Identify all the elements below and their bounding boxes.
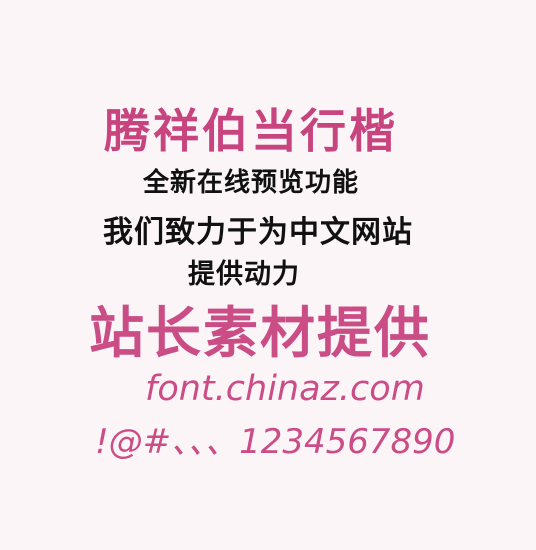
preview-line-3: 提供动力	[188, 259, 300, 290]
sample-characters: !@#、、、1234567890	[95, 422, 456, 462]
preview-line-2: 我们致力于为中文网站	[103, 215, 413, 250]
brand-text: 站长素材提供	[89, 300, 432, 365]
preview-line-1: 全新在线预览功能	[143, 168, 360, 198]
site-url: font.chinaz.com	[145, 369, 425, 409]
font-name-title: 腾祥伯当行楷	[104, 104, 398, 158]
